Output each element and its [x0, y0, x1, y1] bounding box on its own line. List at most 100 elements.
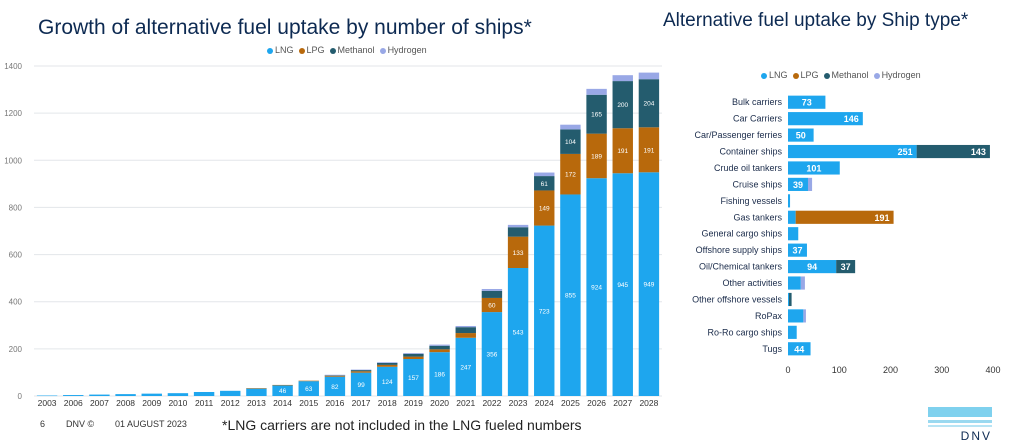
left-bar-value-label: 60: [488, 303, 496, 310]
left-bar-methanol: [638, 79, 660, 128]
left-bar-methanol: [560, 129, 581, 154]
left-bar-lng: [534, 225, 555, 396]
right-chart-title: Alternative fuel uptake by Ship type*: [663, 10, 969, 31]
logo-text: DNV: [960, 429, 992, 443]
left-bar-hydrogen: [638, 72, 660, 80]
left-legend-dot-lng: [267, 47, 273, 54]
right-bar-methanol: [789, 292, 792, 307]
right-bar-methanol: [916, 144, 990, 159]
right-bar-lng: [788, 144, 917, 159]
left-x-tick-label: 2010: [168, 398, 187, 408]
left-bar-value-label: 124: [382, 379, 393, 386]
right-category-label: Cruise ships: [732, 179, 782, 189]
right-x-tick-label: 0: [785, 365, 790, 375]
right-bar-lng: [788, 309, 804, 323]
left-bar-lpg: [455, 333, 476, 338]
left-y-tick-label: 200: [9, 345, 23, 354]
right-legend-label-hydrogen: Hydrogen: [881, 70, 921, 80]
left-bar-lng: [89, 394, 110, 396]
left-bar-value-label: 855: [565, 293, 576, 300]
left-legend-label-lpg: LPG: [306, 45, 325, 55]
right-category-label: Gas tankers: [733, 212, 782, 222]
left-x-tick-label: 2016: [325, 398, 344, 408]
footer-brand: DNV ©: [66, 419, 95, 429]
right-bar-lng: [788, 260, 837, 274]
right-bar-value-label: 50: [796, 131, 806, 141]
right-legend-dot-hydrogen: [873, 72, 880, 79]
left-bar-hydrogen: [507, 224, 529, 228]
right-bar-hydrogen: [800, 276, 805, 290]
left-bar-value-label: 186: [434, 372, 445, 379]
right-category-label: RoPax: [755, 311, 783, 321]
right-category-label: Container ships: [719, 147, 782, 157]
left-bar-lpg: [507, 236, 529, 269]
left-bar-lng: [560, 194, 581, 396]
right-bar-value-label: 44: [794, 344, 804, 354]
right-bar-value-label: 251: [898, 147, 913, 157]
right-bar-value-label: 146: [844, 114, 859, 124]
left-bar-value-label: 157: [408, 375, 419, 382]
left-x-tick-label: 2022: [482, 398, 501, 408]
right-category-label: General cargo ships: [701, 229, 782, 239]
left-bar-value-label: 46: [279, 388, 287, 395]
left-x-tick-label: 2009: [142, 398, 161, 408]
left-x-tick-label: 2015: [299, 398, 318, 408]
right-bar-value-label: 37: [841, 262, 851, 272]
left-bar-lng: [141, 393, 162, 396]
left-bar-hydrogen: [350, 369, 372, 371]
right-x-tick-label: 100: [832, 365, 847, 375]
right-legend-label-lpg: LPG: [800, 70, 819, 80]
right-category-label: Car Carriers: [733, 114, 783, 124]
left-x-tick-label: 2007: [90, 398, 109, 408]
left-bar-lng: [115, 394, 136, 396]
left-bar-value-label: 82: [331, 384, 339, 391]
left-bar-methanol: [324, 375, 346, 376]
left-bar-lng: [298, 381, 319, 396]
left-x-tick-label: 2003: [38, 398, 57, 408]
left-bar-lng: [36, 395, 58, 397]
left-bar-value-label: 356: [486, 352, 497, 359]
left-bar-methanol: [612, 81, 633, 129]
left-bar-value-label: 104: [565, 139, 576, 146]
right-bar-lng: [788, 95, 826, 109]
left-x-tick-label: 2027: [613, 398, 632, 408]
right-bar-value-label: 143: [971, 147, 986, 157]
left-y-tick-label: 1000: [4, 156, 22, 165]
left-bar-value-label: 949: [643, 282, 654, 289]
left-bar-hydrogen: [560, 124, 581, 130]
left-bar-methanol: [429, 345, 450, 350]
right-category-label: Offshore supply ships: [696, 245, 783, 255]
left-bar-value-label: 189: [591, 153, 602, 160]
left-bar-value-label: 191: [617, 148, 628, 155]
left-bar-lpg: [246, 388, 267, 389]
left-bar-lng: [403, 358, 424, 396]
left-bar-value-label: 61: [541, 181, 549, 188]
footer-date: 01 AUGUST 2023: [115, 419, 187, 429]
right-bar-value-label: 73: [802, 98, 812, 108]
right-bar-lpg: [795, 210, 894, 224]
left-y-tick-label: 0: [18, 392, 23, 401]
right-legend-dot-lng: [761, 72, 767, 79]
left-bar-hydrogen: [481, 288, 503, 291]
left-bar-lng: [350, 372, 372, 396]
left-x-tick-label: 2017: [352, 398, 371, 408]
left-bar-value-label: 204: [643, 101, 654, 108]
right-x-tick-label: 300: [934, 365, 949, 375]
footnote: *LNG carriers are not included in the LN…: [222, 417, 582, 433]
left-bar-hydrogen: [586, 88, 607, 95]
left-bar-lpg: [377, 364, 398, 367]
right-bar-lng: [788, 227, 799, 241]
left-chart-title: Growth of alternative fuel uptake by num…: [38, 16, 532, 39]
left-legend-label-lng: LNG: [275, 45, 294, 55]
left-bar-value-label: 924: [591, 285, 602, 292]
right-bar-methanol: [836, 260, 856, 274]
left-bar-lng: [455, 337, 476, 396]
left-y-tick-label: 1400: [4, 62, 22, 71]
left-y-tick-label: 600: [9, 251, 23, 260]
left-bar-lng: [272, 385, 293, 396]
left-x-tick-label: 2023: [509, 398, 528, 408]
right-category-label: Other offshore vessels: [692, 294, 782, 304]
left-y-tick-label: 800: [9, 203, 23, 212]
right-bar-lng: [788, 112, 863, 126]
